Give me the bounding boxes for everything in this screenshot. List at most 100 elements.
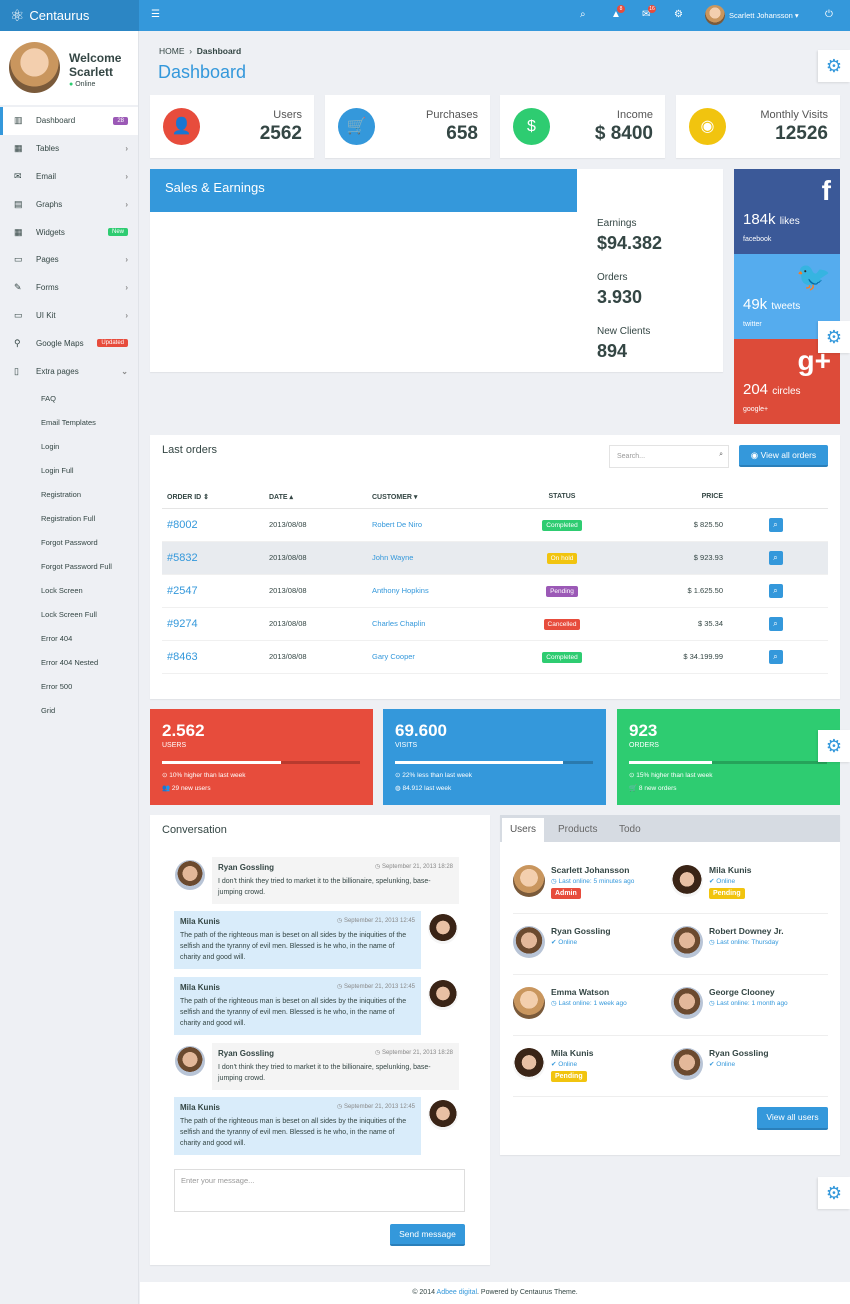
customer-link[interactable]: Charles Chaplin xyxy=(372,607,512,641)
tab-users[interactable]: Users xyxy=(502,818,544,842)
zoom-icon[interactable]: ⌕ xyxy=(768,517,783,532)
customer-link[interactable]: John Wayne xyxy=(372,541,512,575)
zoom-icon[interactable]: ⌕ xyxy=(768,550,783,565)
order-id-link[interactable]: #8002 xyxy=(162,508,269,542)
settings-gear-icon[interactable]: ⚙ xyxy=(818,321,850,353)
column-header[interactable]: CUSTOMER ▾ xyxy=(372,486,512,509)
user-list-item[interactable]: Ryan Gossling ✔ Online xyxy=(671,1048,831,1098)
settings-gear-icon[interactable]: ⚙ xyxy=(818,730,850,762)
settings-gear-icon[interactable]: ⚙ xyxy=(818,1177,850,1209)
order-id-link[interactable]: #2547 xyxy=(162,574,269,608)
mail-icon[interactable]: ✉ 16 xyxy=(642,5,656,20)
alert-icon[interactable]: ▲ 8 xyxy=(611,5,625,20)
order-price: $ 35.34 xyxy=(612,607,723,641)
user-list-item[interactable]: Robert Downey Jr. ◷ Last online: Thursday xyxy=(671,926,831,976)
sidebar-item-google-maps[interactable]: ⚲ Google Maps Updated xyxy=(0,329,138,357)
stat-icon: 🛒 xyxy=(338,108,375,145)
earnings-label: Earnings xyxy=(597,218,637,229)
order-id-link[interactable]: #8463 xyxy=(162,640,269,674)
submenu-item[interactable]: Forgot Password xyxy=(41,537,98,547)
search-icon[interactable]: ⌕ xyxy=(580,9,586,20)
customer-link[interactable]: Robert De Niro xyxy=(372,508,512,542)
message-input[interactable]: Enter your message... xyxy=(174,1169,465,1212)
sidebar-item-pages[interactable]: ▭ Pages › xyxy=(14,254,128,265)
menu-icon: ⚲ xyxy=(14,337,21,348)
zoom-icon[interactable]: ⌕ xyxy=(768,616,783,631)
user-avatar xyxy=(671,926,703,958)
order-id-link[interactable]: #5832 xyxy=(162,541,269,575)
info-icon: 🛒 xyxy=(629,785,638,792)
user-list-item[interactable]: George Clooney ◷ Last online: 1 month ago xyxy=(671,987,831,1037)
social-box-googleplus[interactable]: g+ 204 circles google+ xyxy=(734,339,840,424)
breadcrumb-home[interactable]: HOME xyxy=(159,46,185,56)
stat-icon: $ xyxy=(513,108,550,145)
message-avatar xyxy=(428,914,458,944)
sidebar-item-forms[interactable]: ✎ Forms › xyxy=(14,282,128,293)
brand-logo[interactable]: ⚛ Centaurus xyxy=(0,0,139,31)
menu-icon: ▭ xyxy=(14,254,23,265)
user-list-item[interactable]: Mila Kunis ✔ Online Pending xyxy=(513,1048,673,1098)
user-avatar xyxy=(671,1048,703,1080)
menu-toggle-icon[interactable]: ☰ xyxy=(151,9,160,20)
divider xyxy=(513,1035,828,1036)
order-date: 2013/08/08 xyxy=(269,640,372,674)
zoom-icon[interactable]: ⌕ xyxy=(768,649,783,664)
submenu-item[interactable]: Registration Full xyxy=(41,513,96,523)
view-all-orders-button[interactable]: ◉ View all orders xyxy=(739,445,828,467)
submenu-item[interactable]: Grid xyxy=(41,705,56,715)
tab-products[interactable]: Products xyxy=(558,824,598,835)
sidebar-item-extra-pages[interactable]: ▯ Extra pages ⌄ xyxy=(14,365,128,376)
sidebar-item-dashboard[interactable]: ▥ Dashboard 28 xyxy=(0,107,138,135)
user-avatar[interactable] xyxy=(705,5,725,25)
settings-icon[interactable]: ⚙ xyxy=(674,9,683,20)
menu-icon: ▭ xyxy=(14,309,23,320)
submenu-item[interactable]: Forgot Password Full xyxy=(41,561,112,571)
sales-title: Sales & Earnings xyxy=(150,169,577,212)
customer-link[interactable]: Gary Cooper xyxy=(372,640,512,674)
zoom-icon[interactable]: ⌕ xyxy=(768,583,783,598)
user-list-item[interactable]: Scarlett Johansson ◷ Last online: 5 minut… xyxy=(513,865,673,915)
profile-avatar xyxy=(9,42,60,93)
user-list-item[interactable]: Mila Kunis ✔ Online Pending xyxy=(671,865,831,915)
sidebar-item-widgets[interactable]: ▦ Widgets New xyxy=(0,218,138,246)
tab-todo[interactable]: Todo xyxy=(619,824,641,835)
progress-bar xyxy=(629,761,827,764)
sidebar-item-tables[interactable]: ▦ Tables › xyxy=(14,143,128,154)
order-id-link[interactable]: #9274 xyxy=(162,607,269,641)
social-box-facebook[interactable]: f 184k likes facebook xyxy=(734,169,840,254)
user-menu[interactable]: Scarlett Johansson ▾ xyxy=(729,11,799,20)
column-header[interactable]: STATUS xyxy=(512,486,612,509)
column-header[interactable]: ORDER ID ⇕ xyxy=(162,486,269,509)
submenu-item[interactable]: Email Templates xyxy=(41,417,96,427)
user-list-item[interactable]: Emma Watson ◷ Last online: 1 week ago xyxy=(513,987,673,1037)
submenu-item[interactable]: Lock Screen Full xyxy=(41,609,97,619)
submenu-item[interactable]: Lock Screen xyxy=(41,585,83,595)
user-list-item[interactable]: Ryan Gossling ✔ Online xyxy=(513,926,673,976)
submenu-item[interactable]: FAQ xyxy=(41,393,57,403)
submenu-item[interactable]: Error 500 xyxy=(41,681,73,691)
submenu-item[interactable]: Error 404 xyxy=(41,633,73,643)
divider xyxy=(513,974,828,975)
view-all-users-button[interactable]: View all users xyxy=(757,1107,828,1130)
menu-icon: ▦ xyxy=(14,143,23,154)
user-avatar xyxy=(513,987,545,1019)
order-date: 2013/08/08 xyxy=(269,574,372,608)
submenu-item[interactable]: Registration xyxy=(41,489,82,499)
user-badge: Admin xyxy=(551,888,581,899)
column-header[interactable]: PRICE xyxy=(612,486,723,509)
sidebar-item-ui-kit[interactable]: ▭ UI Kit › xyxy=(14,309,128,320)
customer-link[interactable]: Anthony Hopkins xyxy=(372,574,512,608)
order-price: $ 1.625.50 xyxy=(612,574,723,608)
power-icon[interactable]: ⏻ xyxy=(825,9,833,20)
column-header[interactable]: DATE ▴ xyxy=(269,486,372,509)
orders-search-input[interactable]: Search... ⌕ xyxy=(609,445,729,468)
sidebar-item-graphs[interactable]: ▤ Graphs › xyxy=(14,198,128,209)
settings-gear-icon[interactable]: ⚙ xyxy=(818,50,850,82)
send-message-button[interactable]: Send message xyxy=(390,1224,465,1246)
sidebar-item-email[interactable]: ✉ Email › xyxy=(14,170,128,181)
submenu-item[interactable]: Login Full xyxy=(41,465,74,475)
submenu-item[interactable]: Login xyxy=(41,441,60,451)
order-price: $ 923.93 xyxy=(612,541,723,575)
submenu-item[interactable]: Error 404 Nested xyxy=(41,657,99,667)
footer-link[interactable]: Adbee digital xyxy=(436,1289,478,1296)
